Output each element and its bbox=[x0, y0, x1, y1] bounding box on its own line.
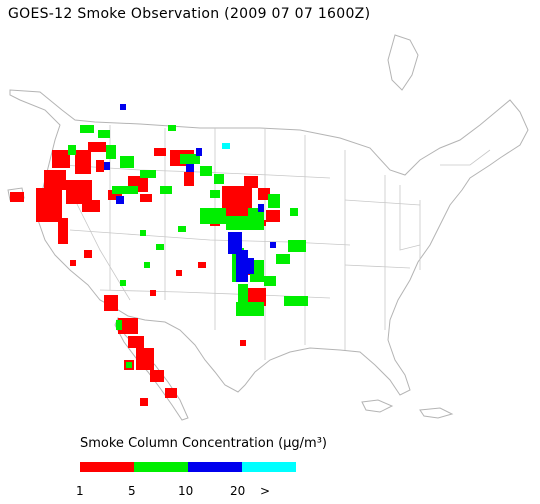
smoke-high bbox=[104, 104, 276, 282]
legend-tick-label: 10 bbox=[178, 484, 194, 498]
legend-swatch-10-20 bbox=[188, 462, 242, 472]
legend-tick-label: > bbox=[260, 484, 271, 498]
smoke-low bbox=[10, 142, 280, 406]
legend-swatch-1-5 bbox=[80, 462, 134, 472]
legend-title: Smoke Column Concentration (μg/m³) bbox=[80, 436, 327, 451]
legend-swatch-5-10 bbox=[134, 462, 188, 472]
legend-tick-label: 1 bbox=[76, 484, 84, 498]
smoke-mid bbox=[68, 125, 308, 368]
coastline-outline bbox=[7, 34, 529, 421]
legend-tick-label: 5 bbox=[128, 484, 136, 498]
smoke-very-high bbox=[222, 143, 230, 149]
legend-color-bar bbox=[80, 462, 296, 472]
map-title: GOES-12 Smoke Observation (2009 07 07 16… bbox=[8, 6, 371, 22]
legend-swatch-gt-20 bbox=[242, 462, 296, 472]
legend-tick-label: 20 bbox=[230, 484, 246, 498]
